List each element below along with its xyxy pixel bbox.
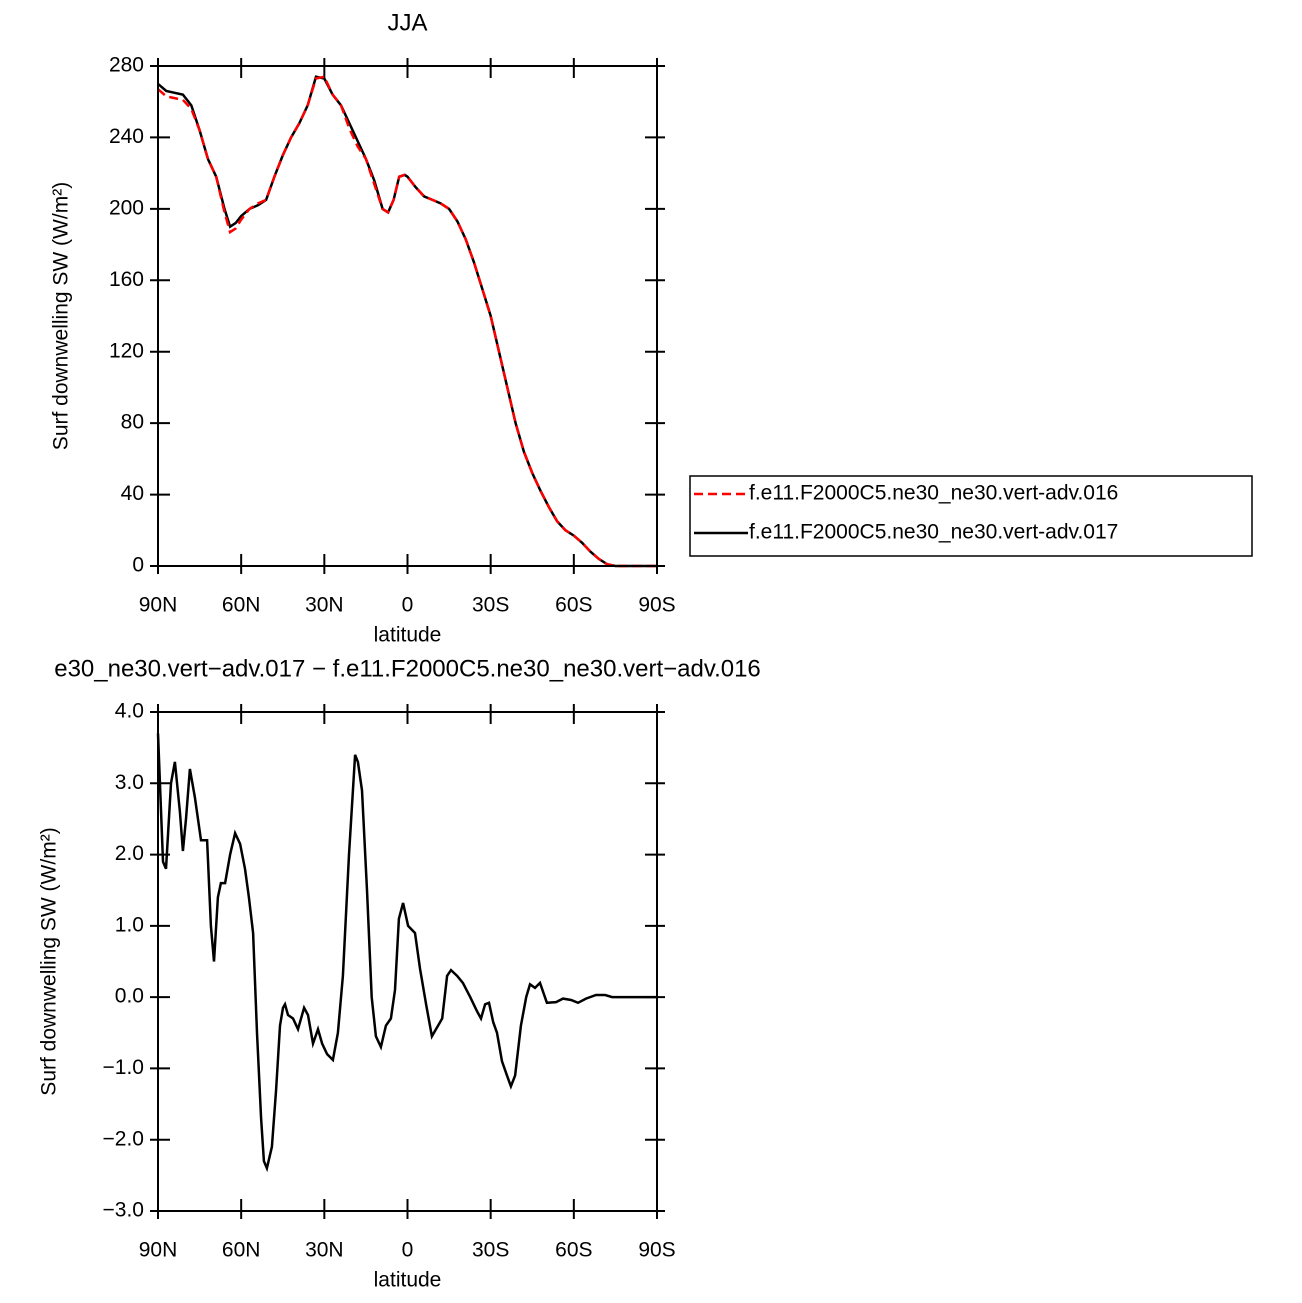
x-tick-label: 90N (139, 594, 178, 617)
x-tick-label: 0 (402, 594, 414, 617)
x-tick-label: 90S (638, 594, 675, 617)
y-tick-label: 280 (109, 54, 144, 77)
y-tick-label: 120 (109, 339, 144, 362)
legend-label: f.e11.F2000C5.ne30_ne30.vert-adv.017 (749, 521, 1118, 544)
y-tick-label: 4.0 (115, 700, 144, 723)
x-axis-label: latitude (374, 1269, 442, 1292)
x-tick-label: 90S (638, 1239, 675, 1262)
x-tick-label: 90N (139, 1239, 178, 1262)
y-tick-label: −2.0 (103, 1127, 144, 1150)
y-tick-label: −3.0 (103, 1199, 144, 1222)
y-tick-label: 1.0 (115, 913, 144, 936)
x-tick-label: 60S (555, 594, 592, 617)
y-tick-label: 240 (109, 125, 144, 148)
x-axis-label: latitude (374, 624, 442, 647)
data-line (156, 733, 657, 1173)
y-tick-label: 0.0 (115, 985, 144, 1008)
x-tick-label: 0 (402, 1239, 414, 1262)
plot-frame (157, 711, 658, 1212)
x-tick-label: 60N (222, 1239, 261, 1262)
x-tick-label: 60N (222, 594, 261, 617)
x-tick-label: 30N (305, 1239, 344, 1262)
y-tick-label: −1.0 (103, 1056, 144, 1079)
y-tick-label: 160 (109, 268, 144, 291)
x-tick-label: 30S (472, 594, 509, 617)
legend-label: f.e11.F2000C5.ne30_ne30.vert-adv.016 (749, 482, 1118, 505)
x-tick-label: 60S (555, 1239, 592, 1262)
plot-frame (157, 65, 658, 567)
y-tick-label: 80 (121, 411, 144, 434)
x-tick-label: 30N (305, 594, 344, 617)
y-tick-label: 0 (132, 554, 144, 577)
chart-title: JJA (387, 9, 427, 36)
chart-title: e30_ne30.vert−adv.017 − f.e11.F2000C5.ne… (54, 655, 761, 682)
y-tick-label: 3.0 (115, 771, 144, 794)
data-line (157, 75, 657, 568)
data-line (157, 75, 657, 568)
y-axis-label: Surf downwelling SW (W/m²) (50, 182, 73, 450)
y-tick-label: 200 (109, 196, 144, 219)
y-tick-label: 40 (121, 482, 144, 505)
legend-box (689, 475, 1253, 557)
y-tick-label: 2.0 (115, 842, 144, 865)
x-tick-label: 30S (472, 1239, 509, 1262)
y-axis-label: Surf downwelling SW (W/m²) (38, 827, 61, 1095)
